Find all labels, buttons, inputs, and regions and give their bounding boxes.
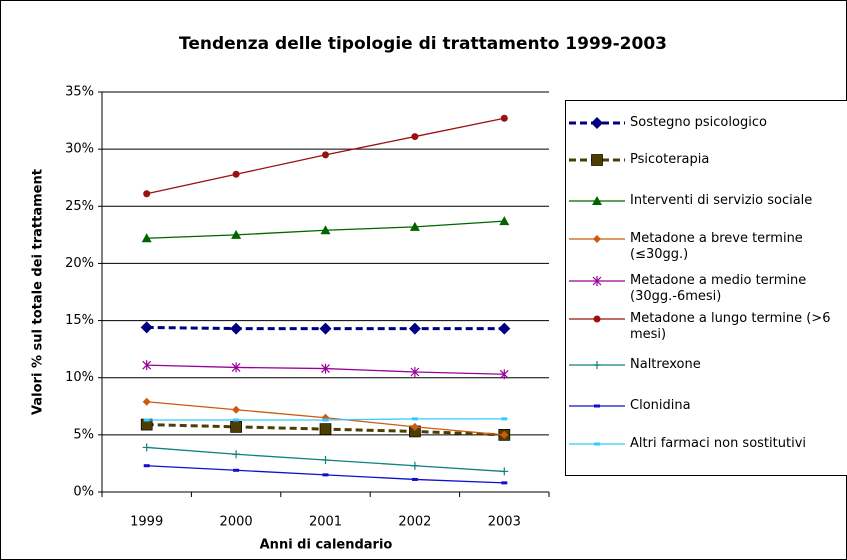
legend-label: Altri farmaci non sostitutivi [630, 436, 806, 451]
y-tick-label: 25% [65, 199, 94, 214]
marker [231, 362, 241, 373]
marker [593, 315, 601, 323]
marker [593, 361, 601, 369]
marker [410, 367, 420, 377]
marker [408, 322, 421, 335]
legend-label: Sostegno psicologico [630, 115, 767, 130]
marker [410, 461, 419, 470]
marker [232, 405, 241, 414]
marker [409, 221, 420, 231]
legend-label: Psicoterapia [630, 152, 710, 167]
marker [143, 464, 150, 468]
marker [594, 442, 600, 446]
y-axis-label: Valori % sul totale dei trattament [31, 169, 46, 415]
marker [501, 481, 508, 485]
marker [592, 276, 602, 286]
legend-label: Metadone a lungo termine (>6 mesi) [630, 311, 831, 342]
marker [143, 418, 150, 422]
y-tick-label: 5% [73, 427, 94, 442]
marker [499, 369, 509, 380]
x-tick-label: 1999 [130, 515, 163, 530]
chart-title: Tendenza delle tipologie di trattamento … [179, 34, 667, 54]
legend-label: Metadone a medio termine (30gg.-6mesi) [630, 273, 807, 304]
marker [411, 417, 418, 421]
x-tick-label: 2000 [220, 515, 253, 530]
marker [233, 418, 240, 422]
marker [232, 450, 241, 459]
marker [322, 473, 329, 477]
marker [322, 418, 329, 422]
x-axis-label: Anni di calendario [260, 538, 393, 553]
legend-label: Naltrexone [630, 357, 701, 372]
y-tick-label: 15% [65, 313, 94, 328]
marker [141, 233, 152, 243]
marker [500, 430, 509, 439]
marker [233, 468, 240, 472]
y-tick-label: 35% [65, 85, 94, 100]
x-tick-label: 2002 [398, 515, 431, 530]
marker [140, 321, 153, 334]
marker [231, 229, 242, 239]
marker [500, 467, 509, 476]
legend-label: Interventi di servizio sociale [630, 193, 813, 208]
marker [500, 114, 508, 122]
marker [232, 170, 240, 178]
marker [142, 443, 151, 452]
y-tick-label: 10% [65, 370, 94, 385]
marker [321, 456, 330, 464]
y-tick-label: 20% [65, 256, 94, 271]
legend-box [565, 100, 847, 476]
legend-label: Clonidina [630, 398, 691, 413]
marker [230, 322, 243, 335]
marker [501, 417, 508, 421]
marker [411, 133, 419, 141]
x-tick-label: 2001 [309, 515, 342, 530]
marker [411, 477, 418, 481]
marker [591, 117, 603, 129]
marker [321, 363, 330, 374]
marker [319, 423, 332, 435]
marker [499, 216, 510, 226]
x-tick-label: 2003 [488, 515, 521, 530]
y-tick-label: 30% [65, 142, 94, 157]
marker [142, 397, 151, 406]
marker [320, 225, 331, 235]
marker [319, 322, 332, 335]
marker [593, 235, 601, 243]
marker [591, 154, 603, 166]
marker [498, 322, 511, 335]
marker [230, 421, 242, 433]
marker [410, 422, 419, 431]
marker [592, 196, 602, 205]
legend-label: Metadone a breve termine (≤30gg.) [630, 231, 803, 262]
marker [594, 404, 600, 408]
y-tick-label: 0% [73, 485, 94, 500]
marker [322, 151, 329, 159]
marker [143, 190, 151, 198]
marker [142, 360, 152, 371]
